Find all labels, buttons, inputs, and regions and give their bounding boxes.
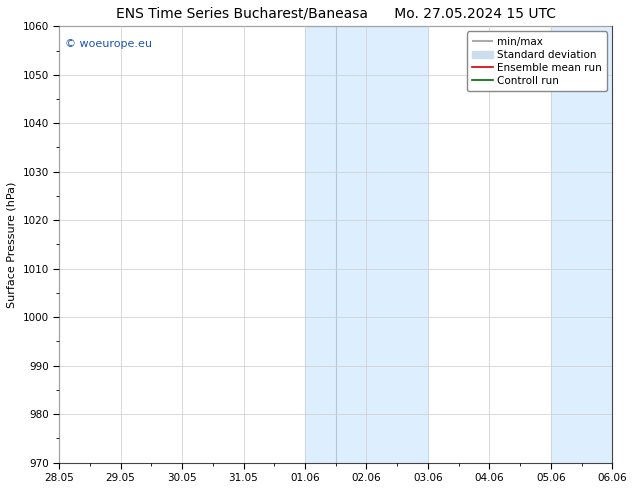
Bar: [551, 26, 612, 463]
Bar: [305, 26, 336, 463]
Legend: min/max, Standard deviation, Ensemble mean run, Controll run: min/max, Standard deviation, Ensemble me…: [467, 31, 607, 91]
Y-axis label: Surface Pressure (hPa): Surface Pressure (hPa): [7, 181, 17, 308]
Bar: [336, 26, 428, 463]
Title: ENS Time Series Bucharest/Baneasa      Mo. 27.05.2024 15 UTC: ENS Time Series Bucharest/Baneasa Mo. 27…: [115, 7, 556, 21]
Text: © woeurope.eu: © woeurope.eu: [65, 39, 152, 49]
